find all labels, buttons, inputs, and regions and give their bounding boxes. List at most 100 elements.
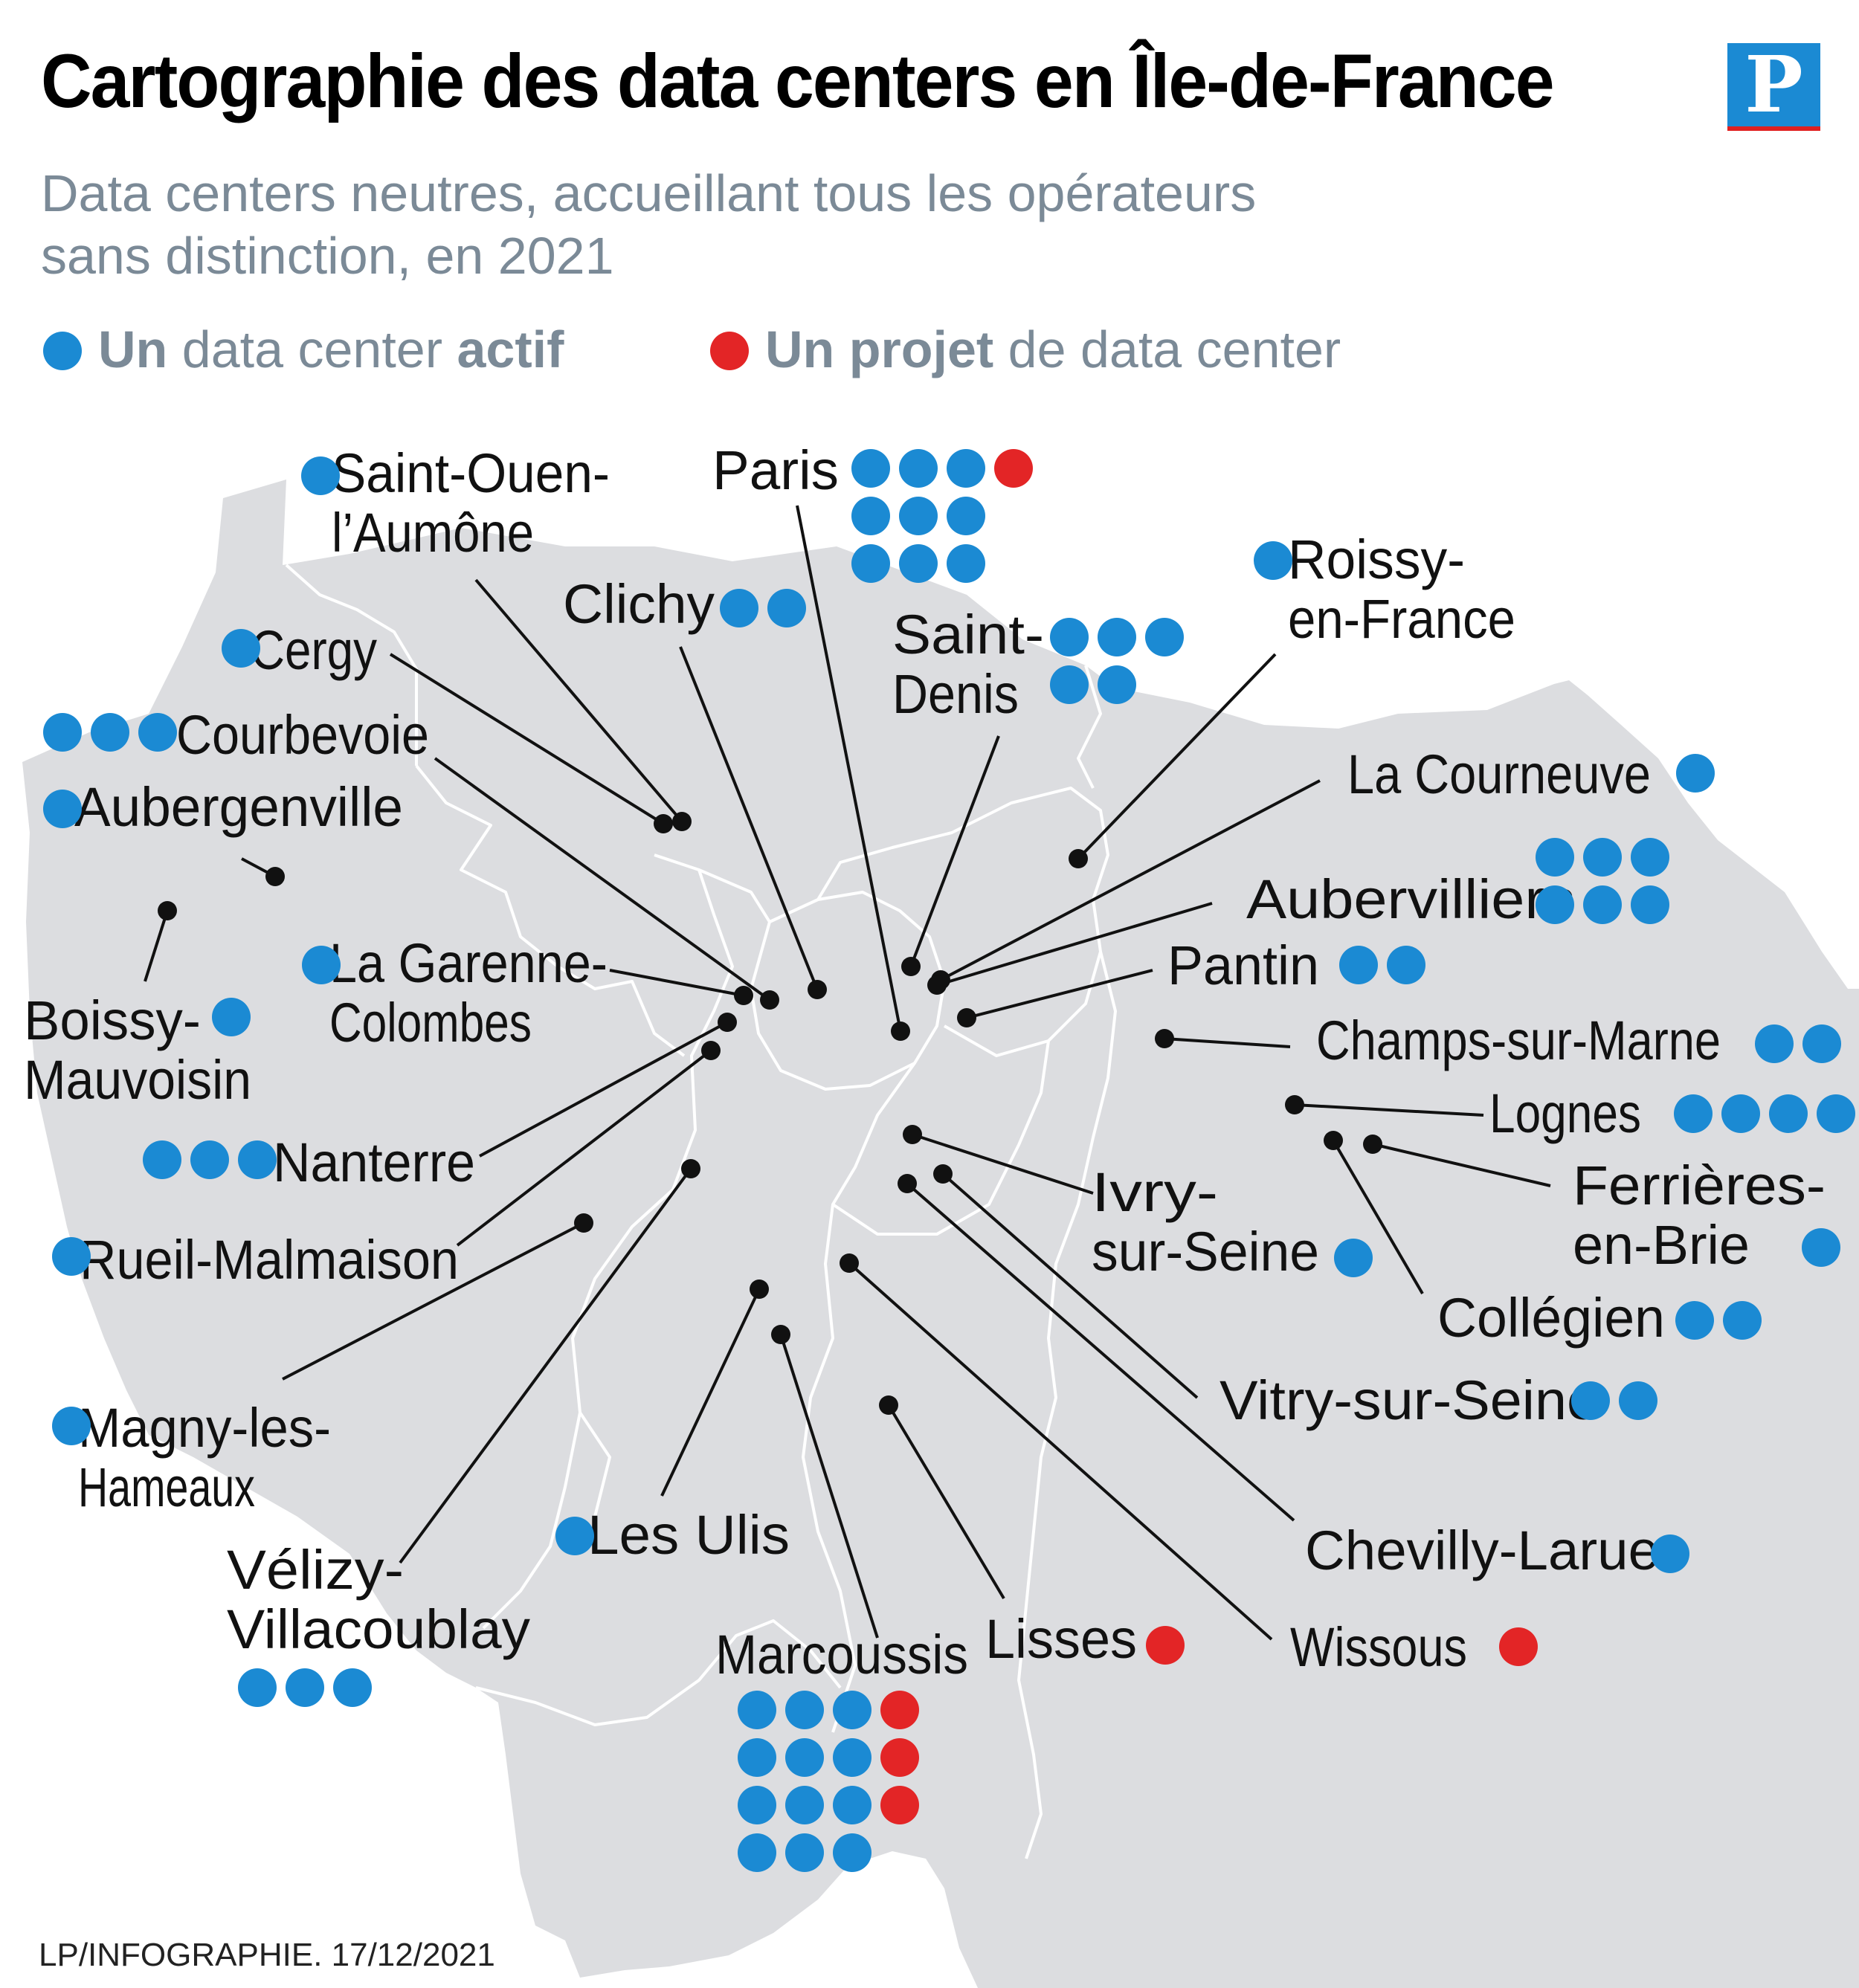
leader-lines [144,505,1551,1641]
active-dot [1050,665,1089,704]
site-label: Collégien [1437,1287,1665,1349]
active-dot [91,713,129,752]
site-marker [957,1008,976,1027]
logo-letter: P [1744,39,1803,130]
leader-line [609,969,744,997]
active-dot [1675,1301,1714,1340]
active-dot [238,1140,277,1179]
site-label: Wissous [1290,1616,1467,1678]
site-label: Roissy- [1288,529,1465,590]
leader-line [779,1334,879,1639]
active-dot [851,544,890,583]
active-dot [1536,885,1574,924]
active-dot [333,1668,372,1707]
leader-line [936,902,1213,987]
leader-line [1332,1139,1424,1295]
active-dot [899,497,938,535]
site-label: Nanterre [273,1132,475,1193]
active-dot [767,589,806,627]
leader-line [966,969,1153,1019]
site-marker [903,1125,922,1144]
leader-line [906,1182,1295,1522]
map-subtitle: Data centers neutres, accueillant tous l… [41,162,1454,287]
site-marker [1363,1135,1382,1154]
active-dot [1817,1094,1855,1133]
site-label: Marcoussis [715,1624,968,1685]
leader-line [660,1288,761,1497]
department-border [698,868,771,923]
leader-line [940,779,1321,981]
department-border [1077,665,1102,789]
project-dot [1146,1626,1185,1665]
site-marker [898,1174,917,1193]
site-label: Rueil-Malmaison [80,1229,459,1291]
leader-line [1294,1103,1484,1117]
site-marker [750,1279,769,1299]
active-dot [851,449,890,488]
active-dot [947,449,985,488]
leader-line [399,1167,692,1564]
site-label: Courbevoie [176,704,429,766]
leader-line [1372,1143,1551,1187]
subtitle-line: sans distinction, en 2021 [41,227,614,285]
site-label: Colombes [329,992,532,1053]
leader-line [434,757,771,1001]
site-label: Pantin [1167,935,1319,996]
department-border [415,764,686,1057]
active-dot [286,1668,324,1707]
active-dot [43,713,82,752]
department-border [802,1204,857,1733]
site-label: l’Aumône [332,502,534,564]
active-dot [738,1738,776,1777]
active-dot [1631,838,1669,877]
site-label: Chevilly-Larue [1305,1520,1659,1581]
publisher-logo: P [1727,43,1820,131]
leader-line [909,735,1000,967]
active-dot [1339,946,1378,984]
active-dot [1769,1094,1808,1133]
site-marker [654,814,673,833]
active-dot [143,1140,181,1179]
site-label: Clichy [563,573,715,635]
active-dot [43,790,82,828]
site-label: Saint- [892,604,1044,665]
site-label: Aubervilliers [1246,868,1575,930]
site-marker [840,1253,859,1273]
site-marker [808,980,827,999]
site-marker [1069,849,1088,868]
active-dot [1334,1239,1373,1277]
site-marker [734,986,753,1005]
site-label: Vélizy- [227,1539,404,1601]
active-dot [1536,838,1574,877]
active-dot [212,998,251,1036]
project-dot [1499,1627,1538,1666]
active-dot [785,1691,824,1729]
leader-line [679,646,819,990]
credit-line: LP/INFOGRAPHIE. 17/12/2021 [39,1937,495,1973]
leader-line [796,505,902,1032]
site-label: Lognes [1489,1082,1641,1144]
site-marker [771,1325,790,1344]
active-dot [1098,618,1136,656]
site-label: Hameaux [78,1456,255,1518]
legend-project-text: de data center [1008,320,1341,378]
department-border [475,1619,842,1726]
leader-line [389,653,665,825]
site-marker [718,1013,737,1032]
department-border [285,564,418,766]
active-dot [1583,838,1622,877]
legend-active-dot [43,332,82,370]
map-title: Cartographie des data centers en Île-de-… [41,39,1555,123]
site-marker [933,1164,953,1184]
site-label: sur-Seine [1092,1221,1319,1282]
active-dot [1755,1024,1794,1063]
active-dot [1723,1301,1762,1340]
site-label: Ivry- [1092,1161,1218,1223]
leader-line [912,1133,1094,1195]
site-label: en-France [1288,588,1515,650]
active-dot [1145,618,1184,656]
site-label: Paris [712,439,839,501]
active-dot [222,629,260,668]
